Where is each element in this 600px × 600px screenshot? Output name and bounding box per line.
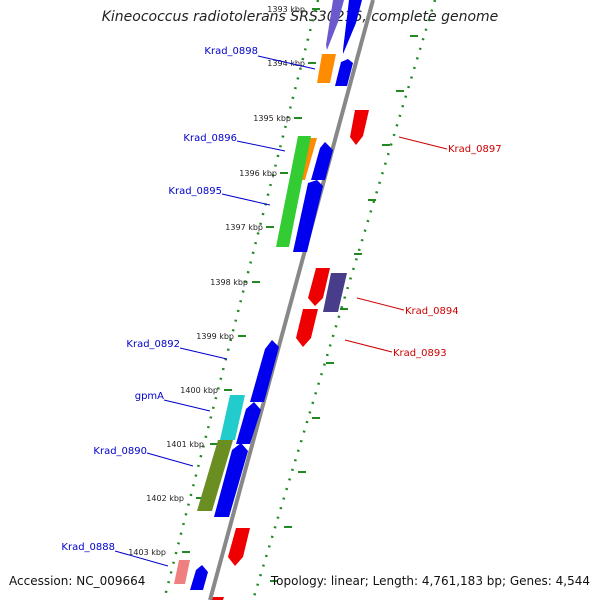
gene-arrow-krad-0896-blue[interactable] bbox=[311, 142, 333, 180]
kbp-label: 1398 kbp bbox=[210, 278, 248, 287]
gene-arrow-krad-0894-red[interactable] bbox=[308, 268, 330, 306]
leader-line bbox=[163, 399, 211, 412]
gene-arrow-krad-0895[interactable] bbox=[276, 136, 311, 247]
gene-arrow-krad-0891[interactable] bbox=[228, 528, 250, 566]
genome-backbone bbox=[208, 0, 375, 600]
kbp-label: 1394 kbp bbox=[267, 59, 305, 68]
gene-label-krad-0893[interactable]: Krad_0893 bbox=[393, 348, 447, 359]
gene-arrow-krad-0892[interactable] bbox=[250, 340, 279, 402]
gene-label-gpmA[interactable]: gpmA bbox=[135, 391, 164, 402]
gene-arrow-krad-0887[interactable] bbox=[212, 597, 224, 600]
leader-line bbox=[257, 55, 316, 70]
right-ruler-line bbox=[251, 0, 437, 600]
gene-label-krad-0897[interactable]: Krad_0897 bbox=[448, 144, 502, 155]
kbp-label: 1400 kbp bbox=[180, 386, 218, 395]
kbp-tick-marks bbox=[182, 8, 320, 553]
leader-line bbox=[398, 136, 448, 150]
gene-arrow-krad-0899-purple[interactable] bbox=[326, 0, 344, 50]
gene-label-krad-0892[interactable]: Krad_0892 bbox=[126, 339, 180, 350]
kbp-label: 1396 kbp bbox=[239, 169, 277, 178]
kbp-label: 1393 kbp bbox=[267, 5, 305, 14]
kbp-label: 1401 kbp bbox=[166, 440, 204, 449]
left-gene-labels: Krad_0898 Krad_0896 Krad_0895 Krad_0892 … bbox=[61, 46, 258, 553]
kbp-label: 1397 kbp bbox=[225, 223, 263, 232]
leader-line bbox=[221, 193, 271, 206]
gene-arrow-krad-0888-blue[interactable] bbox=[190, 565, 208, 590]
gene-arrow-krad-0898[interactable] bbox=[317, 54, 336, 83]
kbp-label: 1395 kbp bbox=[253, 114, 291, 123]
gene-label-krad-0895[interactable]: Krad_0895 bbox=[168, 186, 222, 197]
leader-line bbox=[356, 297, 405, 311]
gene-arrow-krad-0893[interactable] bbox=[296, 309, 318, 347]
gene-arrow-krad-0890[interactable] bbox=[197, 440, 233, 511]
gene-arrow-krad-0894[interactable] bbox=[323, 273, 347, 312]
leader-line bbox=[114, 550, 169, 567]
gene-arrow-krad-0895-blue[interactable] bbox=[293, 180, 323, 252]
leader-line bbox=[344, 339, 393, 353]
gene-arrow-gpmA-blue[interactable] bbox=[236, 402, 261, 444]
genome-title: Kineococcus radiotolerans SRS30216, comp… bbox=[101, 9, 499, 25]
leader-line bbox=[146, 452, 194, 467]
gene-arrow-krad-0899-blue[interactable] bbox=[343, 0, 362, 54]
right-ruler-ticks bbox=[270, 35, 418, 582]
gene-arrow-krad-0897[interactable] bbox=[350, 110, 369, 145]
gene-label-krad-0898[interactable]: Krad_0898 bbox=[204, 46, 258, 57]
gene-arrow-krad-0888[interactable] bbox=[174, 560, 190, 584]
left-ruler-line bbox=[162, 0, 320, 600]
kbp-label: 1403 kbp bbox=[128, 548, 166, 557]
gene-label-krad-0890[interactable]: Krad_0890 bbox=[93, 446, 147, 457]
accession-label: Accession: NC_009664 bbox=[9, 574, 146, 588]
right-leader-lines bbox=[344, 136, 448, 353]
gene-label-krad-0894[interactable]: Krad_0894 bbox=[405, 306, 459, 317]
gene-arrow-krad-0898-blue[interactable] bbox=[335, 59, 353, 86]
right-gene-labels: Krad_0897 Krad_0894 Krad_0893 bbox=[393, 144, 502, 359]
gene-label-krad-0896[interactable]: Krad_0896 bbox=[183, 133, 237, 144]
leader-line bbox=[236, 140, 286, 152]
left-leader-lines bbox=[114, 55, 316, 567]
gene-arrow-gpmA[interactable] bbox=[220, 395, 245, 440]
kbp-label: 1399 kbp bbox=[196, 332, 234, 341]
kbp-labels: 1393 kbp 1394 kbp 1395 kbp 1396 kbp 1397… bbox=[128, 5, 305, 557]
gene-arrow-krad-0890-blue[interactable] bbox=[214, 443, 248, 517]
leader-line bbox=[179, 347, 228, 360]
genome-summary: Topology: linear; Length: 4,761,183 bp; … bbox=[270, 574, 590, 588]
gene-label-krad-0888[interactable]: Krad_0888 bbox=[61, 542, 115, 553]
kbp-label: 1402 kbp bbox=[146, 494, 184, 503]
